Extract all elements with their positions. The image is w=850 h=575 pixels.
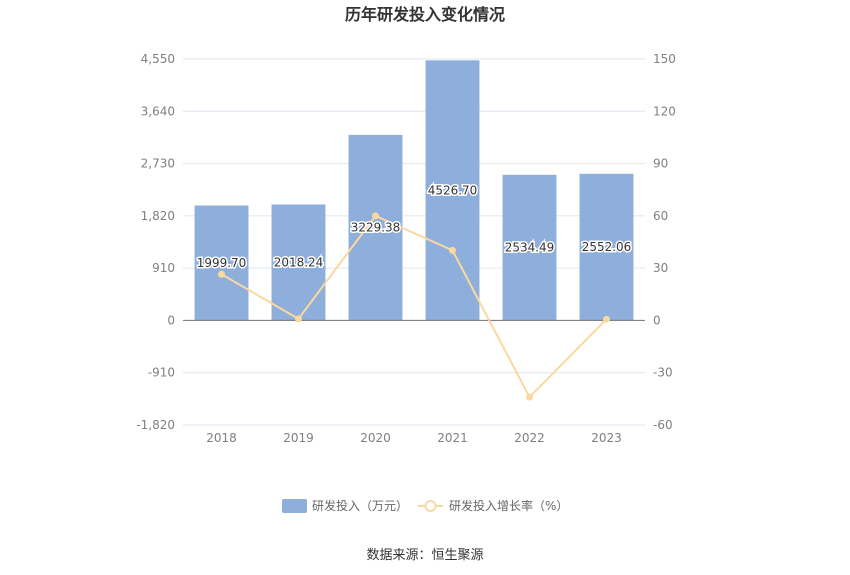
left-y-tick-label: 0 <box>167 313 175 327</box>
left-y-tick-label: 2,730 <box>141 157 175 171</box>
left-y-tick-label: 910 <box>152 261 175 275</box>
x-tick-label: 2020 <box>360 431 391 445</box>
growth-rate-point[interactable] <box>372 212 379 220</box>
bar[interactable] <box>348 134 403 321</box>
legend-item-bar[interactable]: 研发投入（万元） <box>282 498 408 513</box>
right-y-tick-label: -60 <box>653 418 673 432</box>
bar-data-label: 2552.06 <box>582 240 632 254</box>
right-y-tick-label: 120 <box>653 104 676 118</box>
right-y-tick-label: 30 <box>653 261 668 275</box>
left-y-tick-label: -1,820 <box>136 418 175 432</box>
bar-data-label: 2534.49 <box>505 241 555 255</box>
right-y-tick-label: -30 <box>653 366 673 380</box>
bar[interactable] <box>425 60 480 321</box>
left-y-tick-label: 4,550 <box>141 52 175 66</box>
bar-data-label: 1999.70 <box>197 256 247 270</box>
bar[interactable] <box>271 204 326 321</box>
bar-series <box>194 60 634 321</box>
legend-line-marker <box>424 500 437 512</box>
x-axis: 2018 2019 2020 2021 2022 2023 <box>206 431 622 445</box>
line-series <box>218 212 610 401</box>
left-y-axis: -1,820 -910 0 910 1,820 2,730 3,640 4,550 <box>136 52 175 432</box>
right-y-tick-label: 60 <box>653 209 668 223</box>
right-y-axis: -60 -30 0 30 60 90 120 150 <box>653 52 676 432</box>
data-source: 数据来源：恒生聚源 <box>366 548 483 563</box>
growth-rate-point[interactable] <box>218 270 225 278</box>
right-y-tick-label: 150 <box>653 52 676 66</box>
legend-bar-swatch <box>282 499 307 513</box>
x-tick-label: 2021 <box>437 431 468 445</box>
bar-data-label: 4526.70 <box>428 183 478 197</box>
bar-data-label: 2018.24 <box>274 255 324 269</box>
legend-line-label: 研发投入增长率（%） <box>449 498 568 513</box>
growth-rate-point[interactable] <box>449 246 456 254</box>
growth-rate-line <box>220 214 608 399</box>
legend-bar-label: 研发投入（万元） <box>312 498 408 513</box>
x-tick-label: 2018 <box>206 431 237 445</box>
bar-data-labels: 1999.70 2018.24 3229.38 4526.70 2534.49 2552.… <box>195 182 633 272</box>
legend-item-line[interactable]: 研发投入增长率（%） <box>418 498 568 513</box>
growth-rate-point[interactable] <box>295 315 302 323</box>
left-y-tick-label: 3,640 <box>141 104 175 118</box>
growth-rate-point[interactable] <box>603 315 610 323</box>
bar[interactable] <box>579 173 634 321</box>
bar-data-label: 3229.38 <box>351 221 401 235</box>
bar[interactable] <box>502 174 557 321</box>
right-y-tick-label: 0 <box>653 313 661 327</box>
grid-lines <box>183 58 645 426</box>
x-tick-label: 2023 <box>591 431 622 445</box>
right-y-tick-label: 90 <box>653 157 668 171</box>
chart-title: 历年研发投入变化情况 <box>345 5 505 24</box>
legend: 研发投入（万元） 研发投入增长率（%） <box>282 498 568 513</box>
left-y-tick-label: 1,820 <box>141 209 175 223</box>
left-y-tick-label: -910 <box>148 366 175 380</box>
x-tick-label: 2022 <box>514 431 545 445</box>
x-tick-label: 2019 <box>283 431 314 445</box>
growth-rate-point[interactable] <box>526 393 533 401</box>
bar[interactable] <box>194 205 249 321</box>
